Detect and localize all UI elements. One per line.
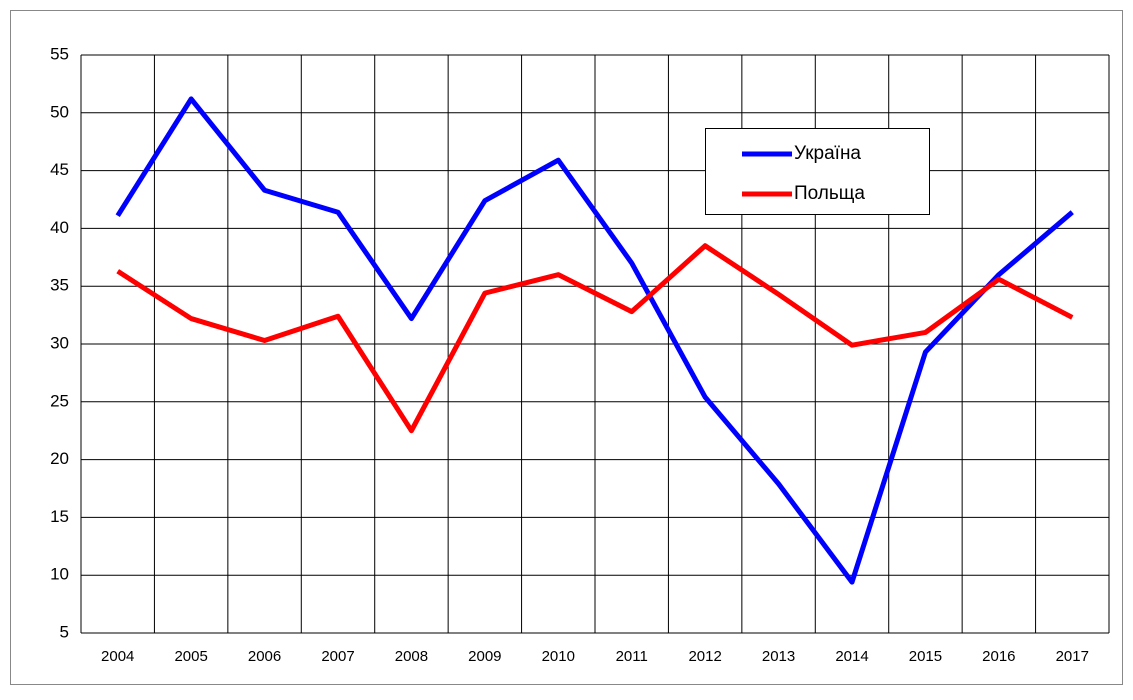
y-tick-label: 20 [50,449,69,468]
legend-label: Україна [794,143,861,164]
y-tick-label: 35 [50,276,69,295]
y-tick-label: 55 [50,44,69,63]
x-tick-label: 2013 [762,648,795,665]
y-tick-label: 10 [50,565,69,584]
x-tick-label: 2014 [835,648,868,665]
legend-box [705,128,930,215]
x-tick-label: 2011 [616,648,648,665]
y-tick-label: 45 [50,160,69,179]
x-tick-label: 2016 [982,648,1015,665]
x-tick-label: 2010 [542,648,575,665]
x-tick-label: 2004 [101,648,134,665]
series-line [115,96,1074,585]
x-tick-label: 2015 [909,648,942,665]
y-tick-label: 40 [50,218,69,237]
x-tick-label: 2008 [395,648,428,665]
y-tick-label: 15 [50,507,69,526]
y-tick-label: 25 [50,391,69,410]
chart-frame [10,10,1123,685]
y-tick-label: 5 [60,622,69,641]
x-tick-label: 2012 [688,648,721,665]
x-tick-label: 2017 [1056,648,1089,665]
legend-label: Польща [794,183,865,204]
x-tick-label: 2006 [248,648,281,665]
y-tick-label: 30 [50,333,69,352]
x-tick-label: 2009 [468,648,501,665]
series-line [116,243,1074,434]
x-tick-label: 2007 [321,648,354,665]
x-tick-label: 2005 [174,648,207,665]
y-tick-label: 50 [50,102,69,121]
